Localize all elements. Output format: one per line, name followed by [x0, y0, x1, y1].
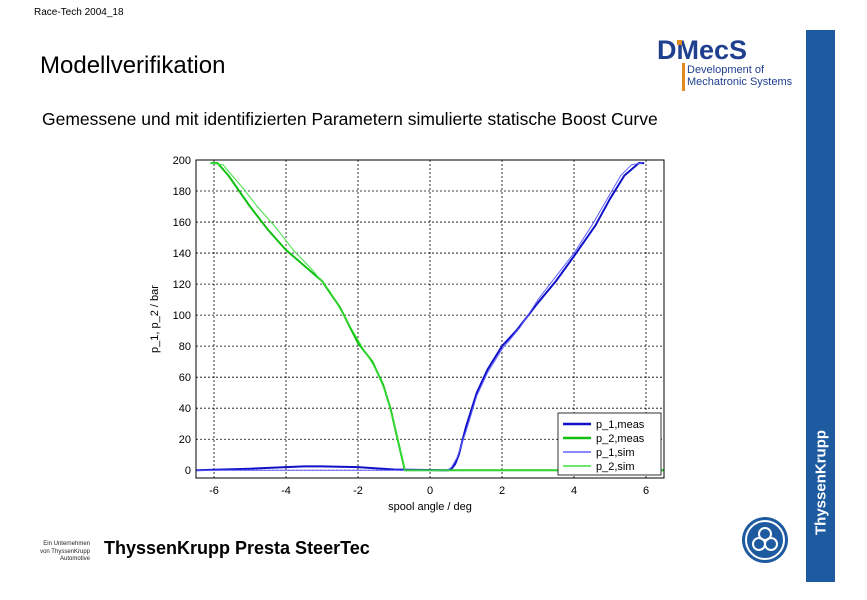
x-tick-label: -2: [353, 485, 363, 497]
x-tick-label: -6: [209, 485, 219, 497]
y-tick-label: 200: [173, 155, 191, 167]
series-line-0: [195, 162, 645, 472]
x-tick-label: 4: [571, 485, 577, 497]
footer-note-line: Ein Unternehmen: [43, 541, 90, 547]
y-tick-label: 0: [185, 465, 191, 477]
y-tick-label: 40: [179, 403, 191, 415]
y-tick-label: 180: [173, 186, 191, 198]
y-tick-label: 60: [179, 372, 191, 384]
x-tick-label: 0: [427, 485, 433, 497]
y-tick-label: 160: [173, 217, 191, 229]
y-tick-label: 80: [179, 341, 191, 353]
plot-frame: [195, 159, 665, 479]
legend-label: p_2,meas: [596, 433, 645, 445]
logo-line-2: Mechatronic Systems: [687, 76, 793, 88]
thyssenkrupp-emblem-icon: [742, 517, 788, 563]
page-title: Modellverifikation: [40, 52, 226, 79]
legend-label: p_1,meas: [596, 419, 645, 431]
y-tick-label: 100: [173, 310, 191, 322]
x-tick-label: -4: [281, 485, 291, 497]
chart-subtitle: Gemessene und mit identifizierten Parame…: [42, 109, 658, 129]
x-tick-label: 6: [643, 485, 649, 497]
series-lines: [195, 162, 664, 472]
y-tick-label: 140: [173, 248, 191, 260]
y-tick-label: 120: [173, 279, 191, 291]
legend: p_1,meas p_2,meas p_1,sim p_2,sim: [557, 412, 662, 476]
legend-label: p_2,sim: [596, 461, 635, 473]
footer-note: Ein Unternehmen von ThyssenKrupp Automot…: [20, 541, 90, 564]
side-bar: ThyssenKrupp: [806, 30, 835, 582]
x-axis-label: spool angle / deg: [388, 501, 472, 513]
logo-text: DMecS: [657, 35, 747, 65]
x-tick-label: 2: [499, 485, 505, 497]
series-line-2: [196, 162, 643, 471]
side-bar-text: ThyssenKrupp: [812, 429, 829, 535]
dmecs-logo: DMecS Development of Mechatronic Systems: [657, 35, 793, 91]
footer-note-line: Automotive: [59, 556, 90, 562]
footer-note-line: von ThyssenKrupp: [40, 548, 90, 555]
logo-line-1: Development of: [687, 64, 765, 76]
legend-label: p_1,sim: [596, 447, 635, 459]
header-tag: Race-Tech 2004_18: [34, 7, 124, 18]
y-axis-label: p_1, p_2 / bar: [149, 285, 161, 353]
series-line-3: [210, 162, 664, 471]
y-tick-label: 20: [179, 434, 191, 446]
company-name: ThyssenKrupp Presta SteerTec: [104, 538, 370, 558]
